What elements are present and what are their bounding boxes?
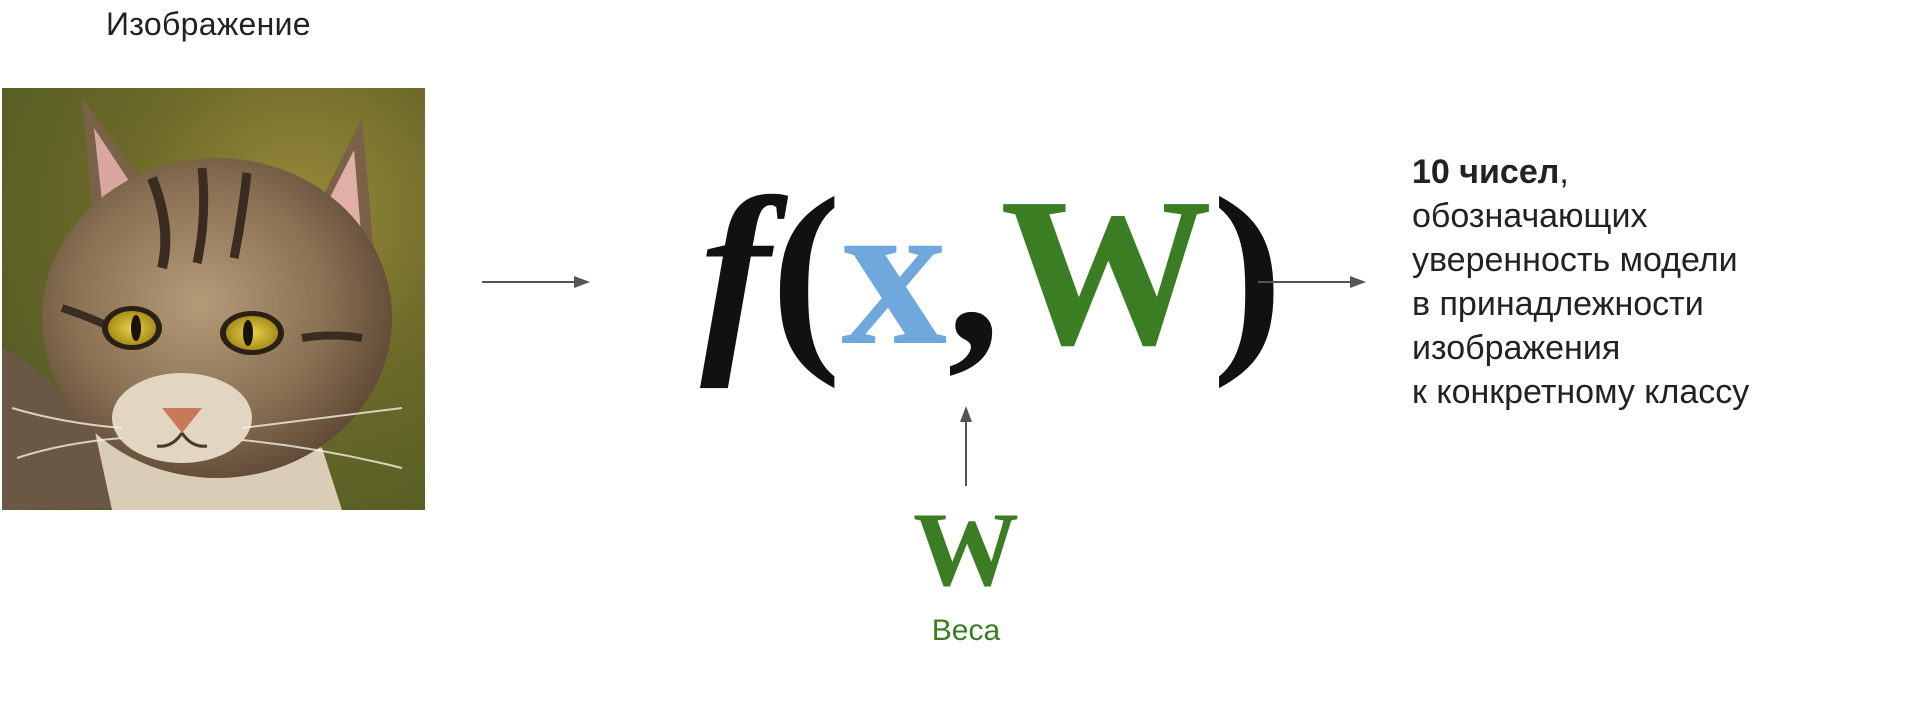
function-formula: f(x,W) [700, 154, 1283, 389]
arrow-weights-to-function [958, 404, 974, 488]
output-line: уверенность модели [1412, 241, 1738, 279]
image-label: Изображение [106, 6, 311, 42]
weights-symbol-in-formula: W [1000, 154, 1213, 389]
output-line: в принадлежности [1412, 285, 1704, 323]
output-description: 10 чисел, обозначающих уверенность модел… [1412, 150, 1749, 414]
close-paren: ) [1212, 154, 1283, 389]
input-symbol: x [841, 154, 948, 389]
weights-symbol: W [913, 491, 1019, 608]
arrow-image-to-function [482, 274, 592, 290]
cat-image [2, 88, 425, 510]
comma: , [947, 154, 1001, 389]
output-bold-suffix: , [1559, 153, 1569, 191]
output-bold: 10 чисел [1412, 153, 1560, 191]
function-symbol: f [700, 154, 771, 389]
output-headline: 10 чисел, [1412, 150, 1749, 194]
arrow-function-to-output [1258, 274, 1368, 290]
weights-label: Веса [931, 614, 1001, 647]
output-line: изображения [1412, 329, 1621, 367]
output-line: обозначающих [1412, 197, 1648, 235]
open-paren: ( [770, 154, 842, 389]
output-line: к конкретному классу [1412, 373, 1750, 411]
